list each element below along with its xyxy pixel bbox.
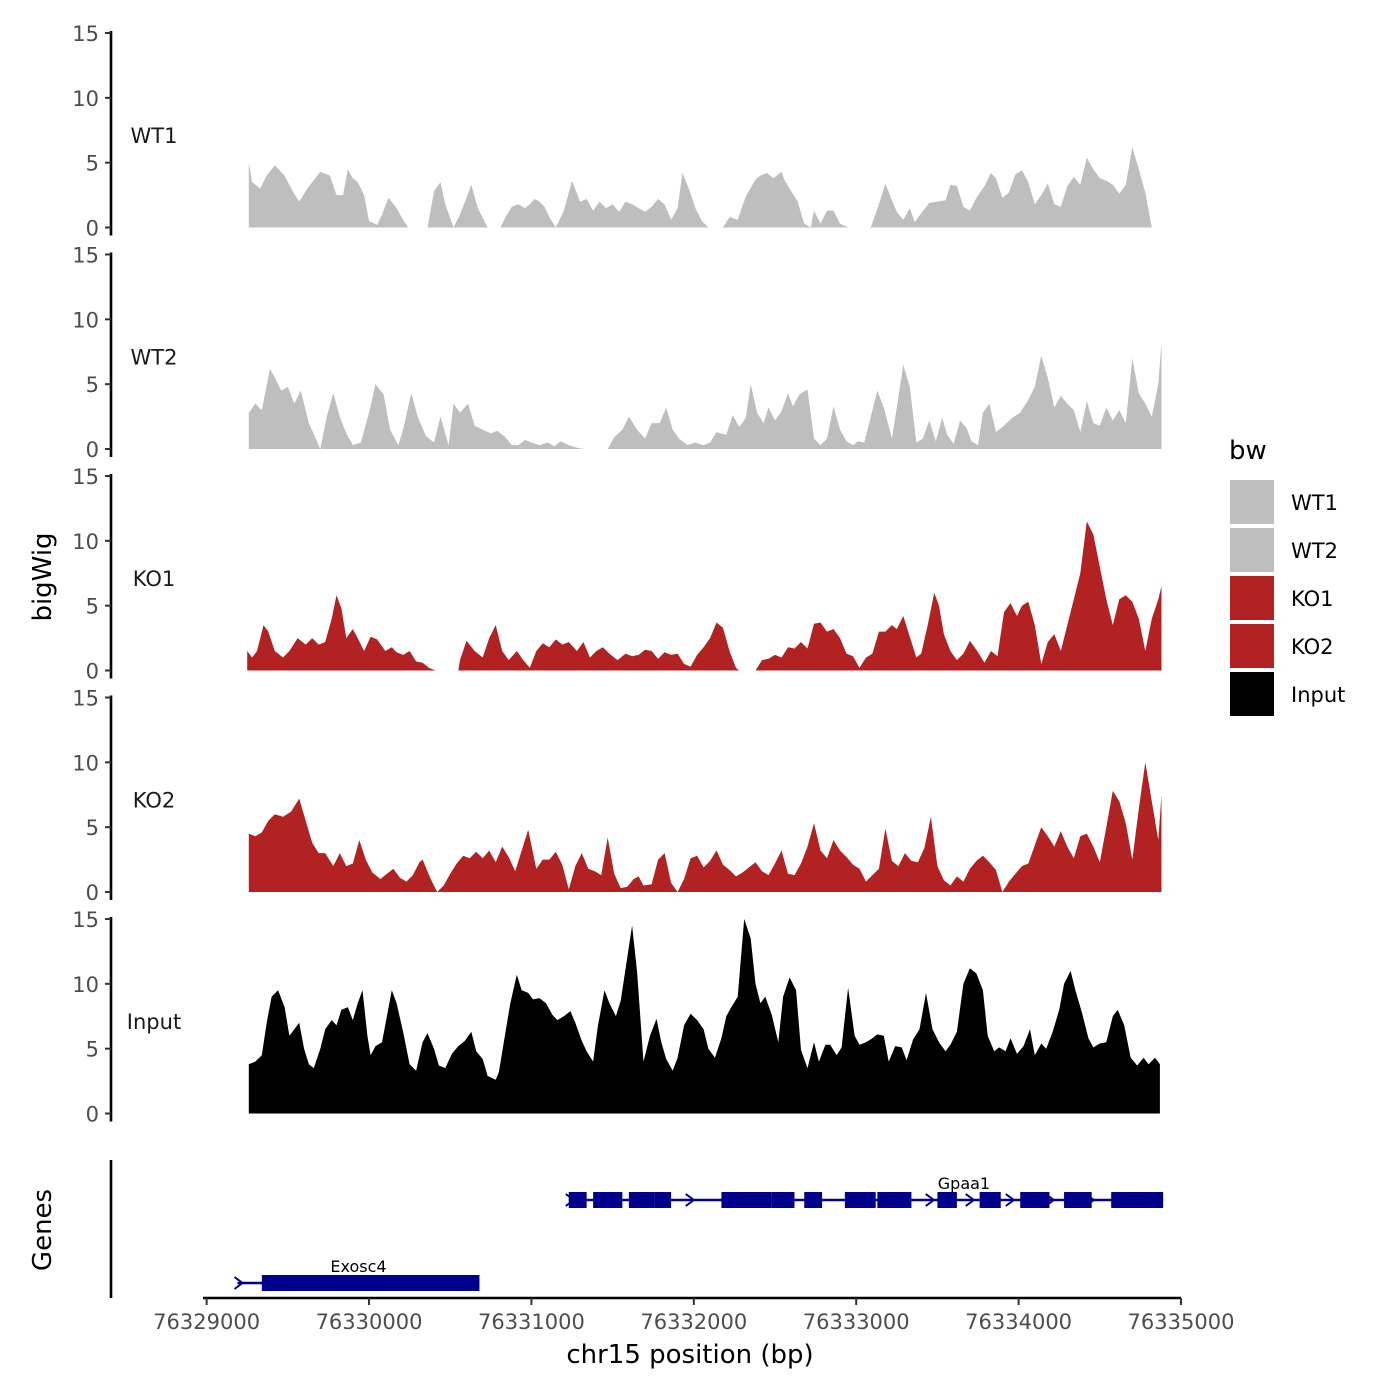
- strand-arrow: [233, 1276, 245, 1290]
- legend-swatch-ko1: [1230, 576, 1274, 620]
- legend-swatch-wt1: [1230, 480, 1274, 524]
- y-tick-label: 0: [86, 660, 99, 684]
- gene-label: Exosc4: [330, 1257, 386, 1276]
- strand-arrow: [965, 1193, 976, 1207]
- signal-area-ko2-0: [248, 762, 1162, 892]
- x-tick-label: 76335000: [1128, 1310, 1235, 1334]
- x-axis: 76329000 76330000 76331000 76332000 76333000…: [153, 1296, 1235, 1334]
- signal-area-input-0: [248, 919, 1160, 1114]
- y-tick-label: 10: [72, 751, 99, 775]
- genes-axis-title: Genes: [28, 1189, 58, 1271]
- track-label-input: Input: [127, 1010, 181, 1034]
- x-tick-label: 76333000: [803, 1310, 910, 1334]
- y-tick-label: 0: [86, 881, 99, 905]
- exon: [654, 1192, 672, 1208]
- track-label-wt2: WT2: [131, 346, 178, 370]
- gene-exosc4: Exosc4: [233, 1257, 480, 1291]
- exon: [261, 1275, 480, 1291]
- y-tick-label: 10: [72, 530, 99, 554]
- signal-area-wt1-3: [723, 171, 849, 228]
- y-tick-label: 10: [72, 87, 99, 111]
- y-tick-label: 15: [72, 687, 99, 711]
- x-tick-label: 76334000: [965, 1310, 1072, 1334]
- legend-title: bw: [1229, 436, 1267, 466]
- legend-swatch-ko2: [1230, 624, 1274, 668]
- track-panel-ko1: 0 5 10 15 KO1: [72, 465, 1162, 684]
- y-tick-label: 15: [72, 908, 99, 932]
- y-axis-title: bigWig: [28, 532, 58, 621]
- legend-label-input: Input: [1291, 683, 1345, 707]
- x-tick-label: 76331000: [478, 1310, 585, 1334]
- exon: [1020, 1192, 1050, 1208]
- strand-arrow: [925, 1193, 936, 1207]
- gene-label: Gpaa1: [938, 1174, 990, 1193]
- y-tick-label: 15: [72, 465, 99, 489]
- signal-area-wt2-1: [607, 342, 1162, 449]
- exon: [721, 1192, 738, 1208]
- y-tick-label: 5: [86, 373, 99, 397]
- track-panel-ko2: 0 5 10 15 KO2: [72, 687, 1162, 905]
- gene-gpaa1: Gpaa1: [565, 1174, 1164, 1208]
- y-tick-label: 10: [72, 973, 99, 997]
- exon: [628, 1192, 655, 1208]
- signal-area-wt2-0: [248, 368, 586, 449]
- y-tick-label: 5: [86, 1038, 99, 1062]
- exon: [979, 1192, 1001, 1208]
- signal-area-wt1-0: [248, 162, 408, 228]
- signal-area-wt1-4: [870, 147, 1152, 228]
- signal-area-ko1-2: [755, 521, 1162, 671]
- signal-area-wt1-1: [427, 182, 488, 228]
- signal-area-ko1-0: [247, 595, 436, 671]
- exon: [1064, 1192, 1092, 1208]
- x-tick-label: 76332000: [640, 1310, 747, 1334]
- x-axis-title: chr15 position (bp): [566, 1340, 813, 1370]
- signal-area-wt1-2: [500, 173, 709, 228]
- exon: [877, 1192, 912, 1208]
- exon: [804, 1192, 823, 1208]
- strand-arrow: [685, 1193, 696, 1207]
- y-tick-label: 0: [86, 438, 99, 462]
- legend: bw WT1 WT2 KO1 KO2 Input: [1229, 436, 1345, 716]
- y-tick-label: 0: [86, 1103, 99, 1127]
- track-panel-wt2: 0 5 10 15 WT2: [72, 244, 1162, 462]
- legend-label-wt1: WT1: [1291, 491, 1338, 515]
- tracks-layer: 0 5 10 15 WT1 0 5 10 15 WT2 0 5 10 15 KO1 0 5 10 15 KO2 0 5 10…: [72, 22, 1162, 1127]
- y-tick-label: 5: [86, 816, 99, 840]
- legend-label-wt2: WT2: [1291, 539, 1338, 563]
- track-label-ko1: KO1: [133, 567, 176, 591]
- legend-label-ko1: KO1: [1291, 587, 1334, 611]
- y-tick-label: 5: [86, 595, 99, 619]
- y-tick-label: 5: [86, 152, 99, 176]
- strand-arrow: [1005, 1193, 1016, 1207]
- y-tick-label: 10: [72, 308, 99, 332]
- genes-layer: Gpaa1 Exosc4: [109, 1160, 1164, 1298]
- track-panel-input: 0 5 10 15 Input: [72, 908, 1160, 1127]
- exon: [568, 1192, 587, 1208]
- exon: [593, 1192, 623, 1208]
- signal-area-ko1-1: [458, 622, 740, 671]
- x-tick-label: 76330000: [316, 1310, 423, 1334]
- exon: [844, 1192, 876, 1208]
- track-panel-wt1: 0 5 10 15 WT1: [72, 22, 1152, 241]
- y-tick-label: 15: [72, 22, 99, 46]
- y-tick-label: 15: [72, 244, 99, 268]
- exon: [736, 1192, 772, 1208]
- exon: [937, 1192, 957, 1208]
- x-tick-label: 76329000: [153, 1310, 260, 1334]
- exon: [771, 1192, 795, 1208]
- legend-label-ko2: KO2: [1291, 635, 1334, 659]
- y-tick-label: 0: [86, 217, 99, 241]
- exon: [1111, 1192, 1164, 1208]
- legend-swatch-input: [1230, 672, 1274, 716]
- track-label-wt1: WT1: [131, 124, 178, 148]
- legend-swatch-wt2: [1230, 528, 1274, 572]
- track-label-ko2: KO2: [133, 789, 176, 813]
